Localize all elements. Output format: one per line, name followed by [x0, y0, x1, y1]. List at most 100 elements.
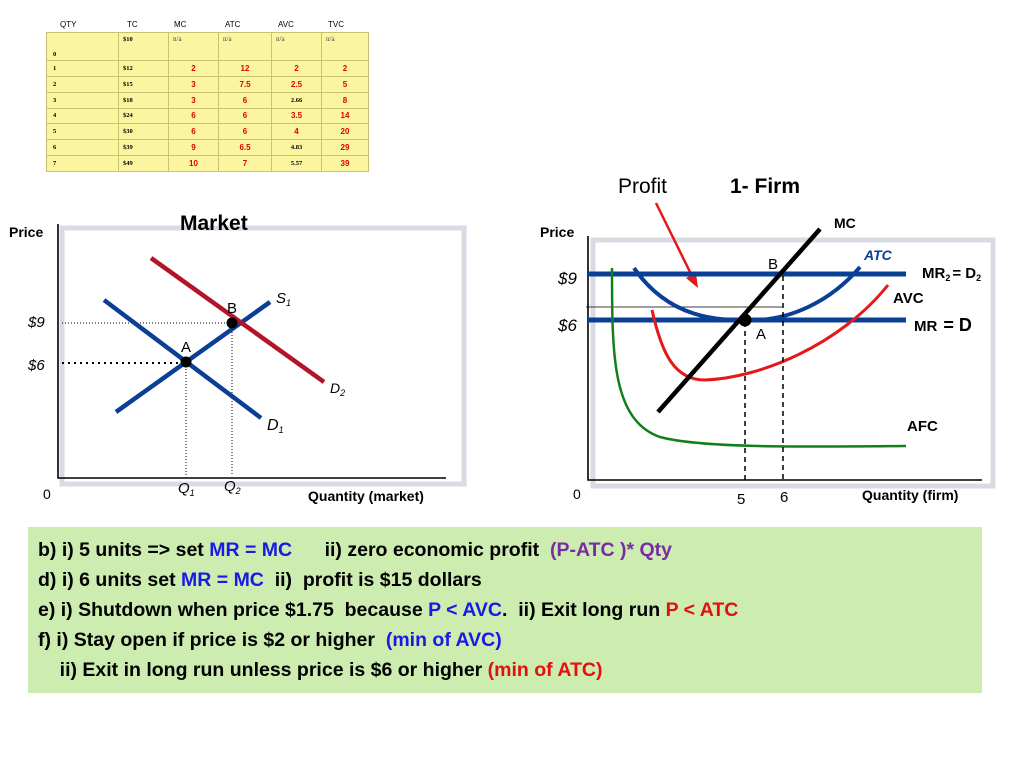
- cell-qty: 6: [46, 139, 119, 157]
- cell-mc: 3: [168, 75, 219, 93]
- cell-tc: $12: [118, 60, 169, 77]
- firm-axes: [587, 236, 982, 481]
- market-title: Market: [180, 212, 248, 235]
- profit-arrowhead-icon: [686, 273, 698, 288]
- cell-mc: 6: [168, 107, 219, 125]
- cell-avc: 2.66: [271, 91, 322, 109]
- summary-line-b: b) i) 5 units => set MR = MC ii) zero ec…: [38, 535, 982, 565]
- cell-qty: 7: [46, 155, 119, 172]
- summary-line-e: e) i) Shutdown when price $1.75 because …: [38, 595, 982, 625]
- market-x-label: Quantity (market): [308, 488, 424, 504]
- cell-atc: 6: [218, 107, 272, 125]
- firm-q5-label: 5: [737, 491, 745, 508]
- market-price-6: $6: [27, 357, 45, 374]
- market-label-b: B: [227, 300, 237, 317]
- summary-line-f: f) i) Stay open if price is $2 or higher…: [38, 625, 982, 655]
- firm-label-b: B: [768, 256, 778, 273]
- table-header-tvc: TVC: [328, 20, 344, 29]
- table-row: 4 $24 6 6 3.5 14: [46, 107, 369, 125]
- demand-curve-d2: [149, 256, 326, 384]
- summary-text: ii) profit is $15 dollars: [263, 569, 482, 591]
- cell-qty: 0: [46, 32, 119, 61]
- cell-tc: $49: [118, 155, 169, 172]
- cell-tvc: 29: [321, 139, 369, 157]
- cell-tvc: 2: [321, 60, 369, 77]
- firm-origin: 0: [573, 486, 581, 502]
- table-header-tc: TC: [127, 20, 138, 29]
- summary-text: e) i) Shutdown when price $1.75 because: [38, 599, 429, 621]
- market-frame-shadow: [59, 225, 467, 487]
- summary-highlight: P < AVC: [428, 599, 502, 621]
- cell-mc: n/a: [168, 32, 219, 61]
- market-label-a: A: [181, 339, 191, 356]
- firm-price-6: $6: [557, 316, 577, 335]
- table-row: 6 $39 9 6.5 4.83 29: [46, 139, 369, 157]
- demand1-label: D1: [267, 417, 284, 435]
- summary-text: ii) zero economic profit: [292, 539, 550, 561]
- firm-label-a: A: [756, 326, 766, 343]
- cell-mc: 9: [168, 139, 219, 157]
- summary-text: b) i) 5 units => set: [38, 539, 210, 561]
- table-header-qty: QTY: [60, 20, 77, 29]
- summary-highlight: (min of ATC): [487, 659, 603, 681]
- market-axes: [57, 224, 446, 479]
- table-row: 3 $18 3 6 2.66 8: [46, 91, 369, 109]
- cell-mc: 2: [168, 60, 219, 77]
- summary-highlight: P < ATC: [665, 599, 739, 621]
- cell-qty: 2: [46, 75, 119, 93]
- cell-qty: 3: [46, 91, 119, 109]
- market-point-b: [226, 317, 238, 329]
- cell-tvc: 14: [321, 107, 369, 125]
- atc-label: ATC: [863, 247, 893, 263]
- cost-table: 0 $10 n/a n/a n/a n/a 1 $12 2 12 2 2 2 $…: [46, 32, 369, 172]
- cell-avc: 4.83: [271, 139, 322, 157]
- summary-box: b) i) 5 units => set MR = MC ii) zero ec…: [28, 527, 982, 693]
- cell-atc: n/a: [218, 32, 272, 61]
- atc-curve: [632, 265, 862, 323]
- summary-highlight: (min of AVC): [385, 629, 502, 651]
- table-header-mc: MC: [174, 20, 187, 29]
- cell-mc: 10: [168, 155, 219, 172]
- market-origin: 0: [43, 486, 51, 502]
- cell-qty: 4: [46, 107, 119, 125]
- cell-avc: 2: [271, 60, 322, 77]
- supply-label: S1: [276, 290, 291, 308]
- summary-text: f) i) Stay open if price is $2 or higher: [38, 629, 386, 651]
- table-row: 7 $49 10 7 5.57 39: [46, 155, 369, 172]
- summary-text: . ii) Exit long run: [502, 599, 666, 621]
- cell-tvc: 5: [321, 75, 369, 93]
- market-point-a: [180, 356, 192, 368]
- profit-arrow-icon: [654, 202, 694, 277]
- cell-qty: 5: [46, 123, 119, 141]
- afc-label: AFC: [907, 418, 938, 435]
- summary-highlight: MR = MC: [181, 569, 264, 591]
- summary-highlight: MR = MC: [209, 539, 293, 561]
- market-price-9: $9: [27, 314, 45, 331]
- cell-tvc: n/a: [321, 32, 369, 61]
- cell-tvc: 20: [321, 123, 369, 141]
- cell-tvc: 39: [321, 155, 369, 172]
- summary-text: d) i) 6 units set: [38, 569, 182, 591]
- cell-atc: 12: [218, 60, 272, 77]
- avc-label: AVC: [893, 290, 924, 307]
- cell-avc: 2.5: [271, 75, 322, 93]
- summary-line-d: d) i) 6 units set MR = MC ii) profit is …: [38, 565, 982, 595]
- cell-tc: $24: [118, 107, 169, 125]
- mc-label: MC: [834, 215, 856, 231]
- firm-frame-shadow: [590, 237, 996, 489]
- summary-highlight: (P-ATC )* Qty: [549, 539, 673, 561]
- cell-tc: $15: [118, 75, 169, 93]
- cell-avc: 4: [271, 123, 322, 141]
- profit-label: Profit: [618, 175, 667, 198]
- cell-tc: $30: [118, 123, 169, 141]
- table-row: 0 $10 n/a n/a n/a n/a: [46, 32, 369, 61]
- cell-atc: 6: [218, 123, 272, 141]
- demand2-label: D2: [330, 380, 345, 398]
- summary-text: ii) Exit in long run unless price is $6 …: [38, 659, 488, 681]
- demand-curve-d1: [102, 298, 263, 420]
- mr2-label: MR2 = D2: [922, 265, 981, 283]
- table-row: 1 $12 2 12 2 2: [46, 60, 369, 77]
- firm-title: 1- Firm: [730, 175, 800, 198]
- table-header-avc: AVC: [278, 20, 294, 29]
- cell-avc: n/a: [271, 32, 322, 61]
